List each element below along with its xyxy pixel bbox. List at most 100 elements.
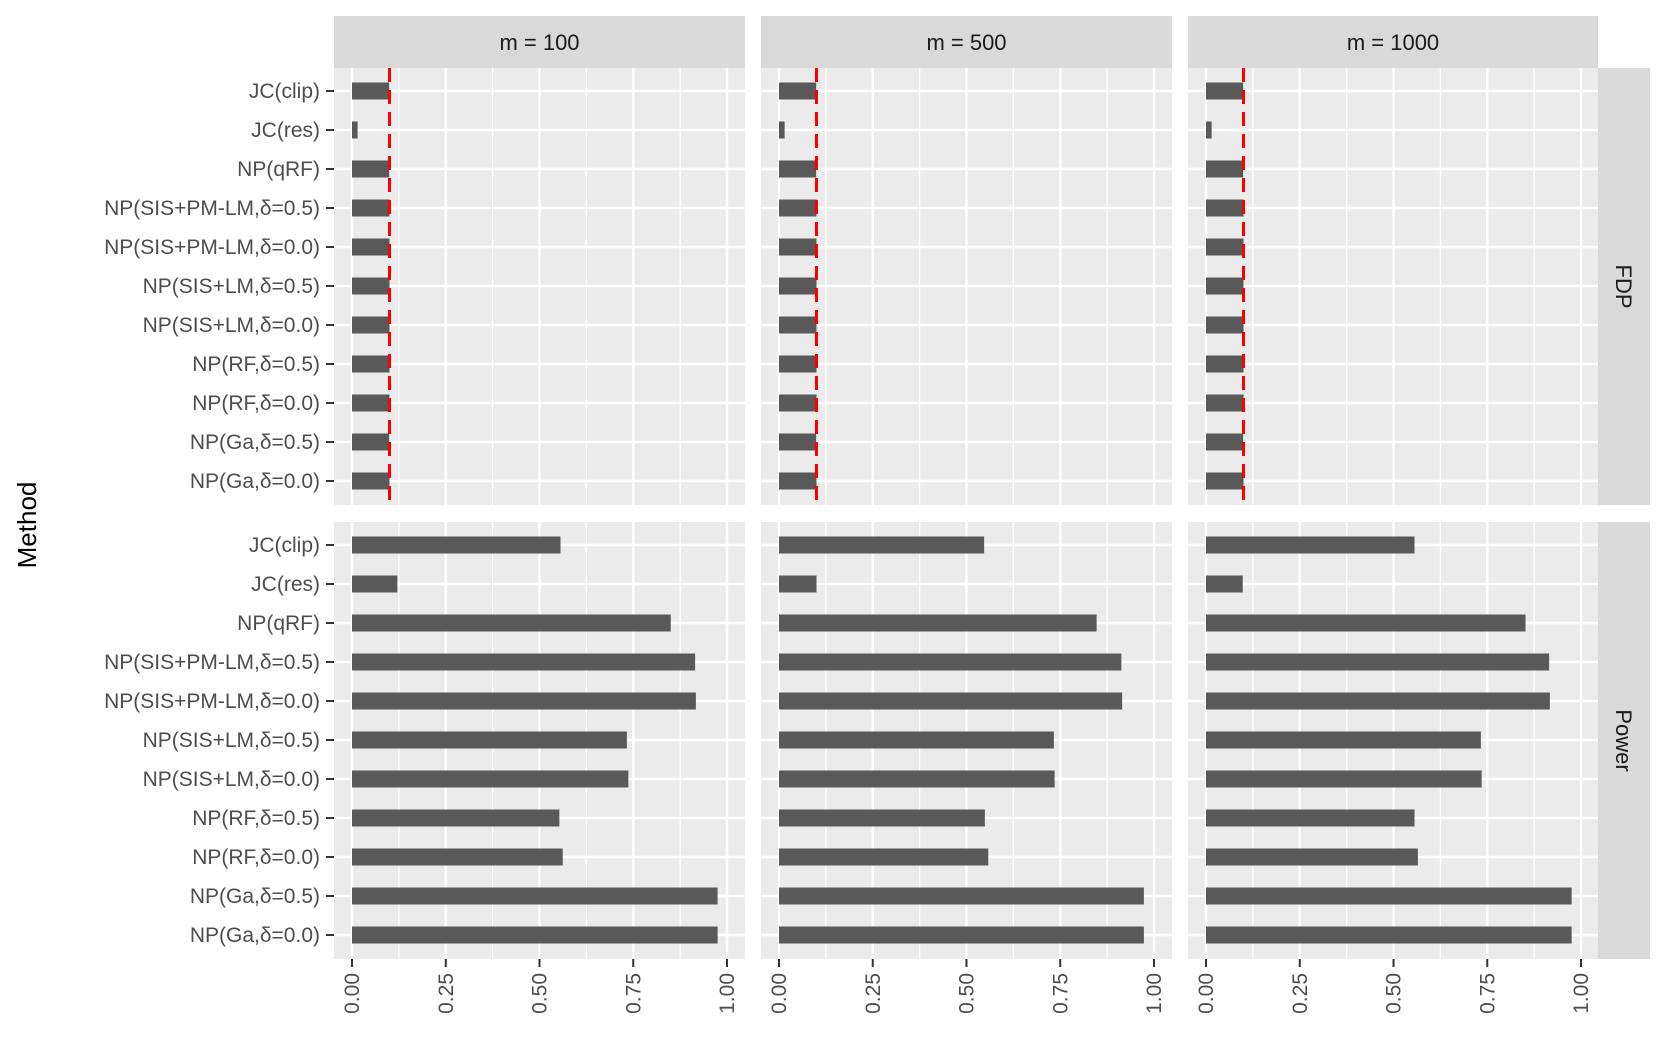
bar-power-2-0 (1206, 536, 1415, 554)
bar-power-2-1 (1206, 575, 1243, 593)
y-axis-1: JC(clip) JC(res) NP(qRF) NP(SIS+PM-LM,δ=0.5… (104, 534, 334, 947)
bar-power-1-6 (779, 770, 1055, 788)
y-tick-label: JC(res) (251, 573, 320, 596)
bar-fdp-2-9 (1206, 433, 1244, 451)
bar-fdp-1-9 (779, 433, 817, 451)
bar-power-0-1 (352, 575, 398, 593)
bar-fdp-1-3 (779, 199, 817, 217)
bar-fdp-0-1 (352, 121, 358, 139)
facet-panels (334, 68, 1598, 959)
x-tick-label: 0.00 (341, 973, 364, 1014)
bar-power-0-10 (352, 926, 718, 944)
y-axis-title: Method (12, 482, 42, 569)
y-tick-label: JC(res) (251, 119, 320, 142)
col-strip-0 (334, 16, 745, 68)
bar-fdp-0-6 (352, 316, 390, 334)
bar-fdp-0-10 (352, 472, 390, 490)
panel-fdp-1 (761, 68, 1172, 505)
bar-power-0-6 (352, 770, 629, 788)
bar-power-1-5 (779, 731, 1054, 749)
panel-power-0 (334, 522, 745, 959)
bar-power-1-0 (779, 536, 985, 554)
panel-fdp-0 (334, 68, 745, 505)
x-tick-label: 0.50 (529, 973, 552, 1014)
bar-fdp-1-0 (779, 82, 817, 100)
row-strip-1 (1598, 522, 1650, 959)
x-tick-label: 0.50 (1383, 973, 1406, 1014)
bar-fdp-1-7 (779, 355, 817, 373)
bar-fdp-1-4 (779, 238, 817, 256)
row-facet-strips: FDP Power (1598, 68, 1650, 959)
bar-power-0-8 (352, 848, 563, 866)
bar-fdp-0-9 (352, 433, 390, 451)
column-facet-strips: m = 100 m = 500 m = 1000 (334, 16, 1598, 68)
x-tick-label: 0.25 (1289, 973, 1312, 1014)
bar-power-1-1 (779, 575, 817, 593)
y-tick-label: NP(Ga,δ=0.5) (190, 885, 320, 908)
x-tick-label: 0.75 (622, 973, 645, 1014)
bar-power-1-4 (779, 692, 1123, 710)
bar-fdp-2-5 (1206, 277, 1244, 295)
x-axis-1: 0.00 0.25 0.50 0.75 1.00 (768, 959, 1166, 1014)
bar-fdp-0-0 (352, 82, 390, 100)
bar-fdp-2-1 (1206, 121, 1212, 139)
bar-power-1-2 (779, 614, 1097, 632)
bar-power-2-7 (1206, 809, 1415, 827)
bar-power-2-6 (1206, 770, 1482, 788)
x-axes: 0.00 0.25 0.50 0.75 1.00 0.00 0.25 0.50 0.75 1.00… (341, 959, 1593, 1014)
row-strip-0 (1598, 68, 1650, 505)
y-tick-label: NP(SIS+PM-LM,δ=0.0) (104, 690, 320, 713)
bar-fdp-2-6 (1206, 316, 1244, 334)
y-tick-label: NP(RF,δ=0.0) (192, 392, 320, 415)
y-tick-label: NP(RF,δ=0.5) (192, 807, 320, 830)
x-tick-label: 1.00 (1570, 973, 1593, 1014)
y-tick-label: NP(Ga,δ=0.0) (190, 470, 320, 493)
bar-fdp-2-7 (1206, 355, 1244, 373)
y-tick-label: NP(qRF) (237, 158, 320, 181)
y-tick-label: NP(SIS+PM-LM,δ=0.5) (104, 197, 320, 220)
y-tick-label: NP(SIS+PM-LM,δ=0.0) (104, 236, 320, 259)
bar-power-1-10 (779, 926, 1144, 944)
bar-power-2-9 (1206, 887, 1572, 905)
bar-power-0-0 (352, 536, 561, 554)
x-tick-label: 0.25 (435, 973, 458, 1014)
x-tick-label: 1.00 (1143, 973, 1166, 1014)
bar-fdp-0-7 (352, 355, 390, 373)
bar-fdp-1-6 (779, 316, 817, 334)
bar-fdp-2-2 (1206, 160, 1244, 178)
x-tick-label: 0.00 (768, 973, 791, 1014)
bar-power-1-9 (779, 887, 1144, 905)
bar-fdp-0-4 (352, 238, 390, 256)
y-axes: JC(clip) JC(res) NP(qRF) NP(SIS+PM-LM,δ=0.5… (104, 80, 334, 947)
bar-fdp-1-8 (779, 394, 817, 412)
panel-fdp-2 (1188, 68, 1598, 505)
y-tick-label: NP(RF,δ=0.0) (192, 846, 320, 869)
y-tick-label: JC(clip) (249, 80, 320, 103)
bar-power-2-8 (1206, 848, 1418, 866)
bar-power-0-7 (352, 809, 560, 827)
bar-fdp-2-4 (1206, 238, 1244, 256)
y-tick-label: NP(SIS+LM,δ=0.5) (143, 275, 320, 298)
bar-power-1-8 (779, 848, 989, 866)
col-strip-2 (1188, 16, 1598, 68)
bar-fdp-1-2 (779, 160, 817, 178)
col-strip-label-2: m = 1000 (1347, 30, 1439, 55)
bar-fdp-2-3 (1206, 199, 1244, 217)
bar-power-0-2 (352, 614, 671, 632)
row-strip-label-0: FDP (1611, 265, 1636, 309)
y-tick-label: NP(SIS+PM-LM,δ=0.5) (104, 651, 320, 674)
y-tick-label: NP(Ga,δ=0.5) (190, 431, 320, 454)
col-strip-1 (761, 16, 1172, 68)
x-tick-label: 0.50 (956, 973, 979, 1014)
bar-power-1-3 (779, 653, 1122, 671)
x-axis-2: 0.00 0.25 0.50 0.75 1.00 (1195, 959, 1593, 1014)
x-axis-0: 0.00 0.25 0.50 0.75 1.00 (341, 959, 739, 1014)
bar-fdp-0-3 (352, 199, 390, 217)
bar-power-2-10 (1206, 926, 1572, 944)
x-tick-label: 0.75 (1476, 973, 1499, 1014)
x-tick-label: 0.25 (862, 973, 885, 1014)
col-strip-label-0: m = 100 (499, 30, 579, 55)
bar-power-2-5 (1206, 731, 1481, 749)
x-tick-label: 1.00 (716, 973, 739, 1014)
bar-fdp-0-2 (352, 160, 390, 178)
